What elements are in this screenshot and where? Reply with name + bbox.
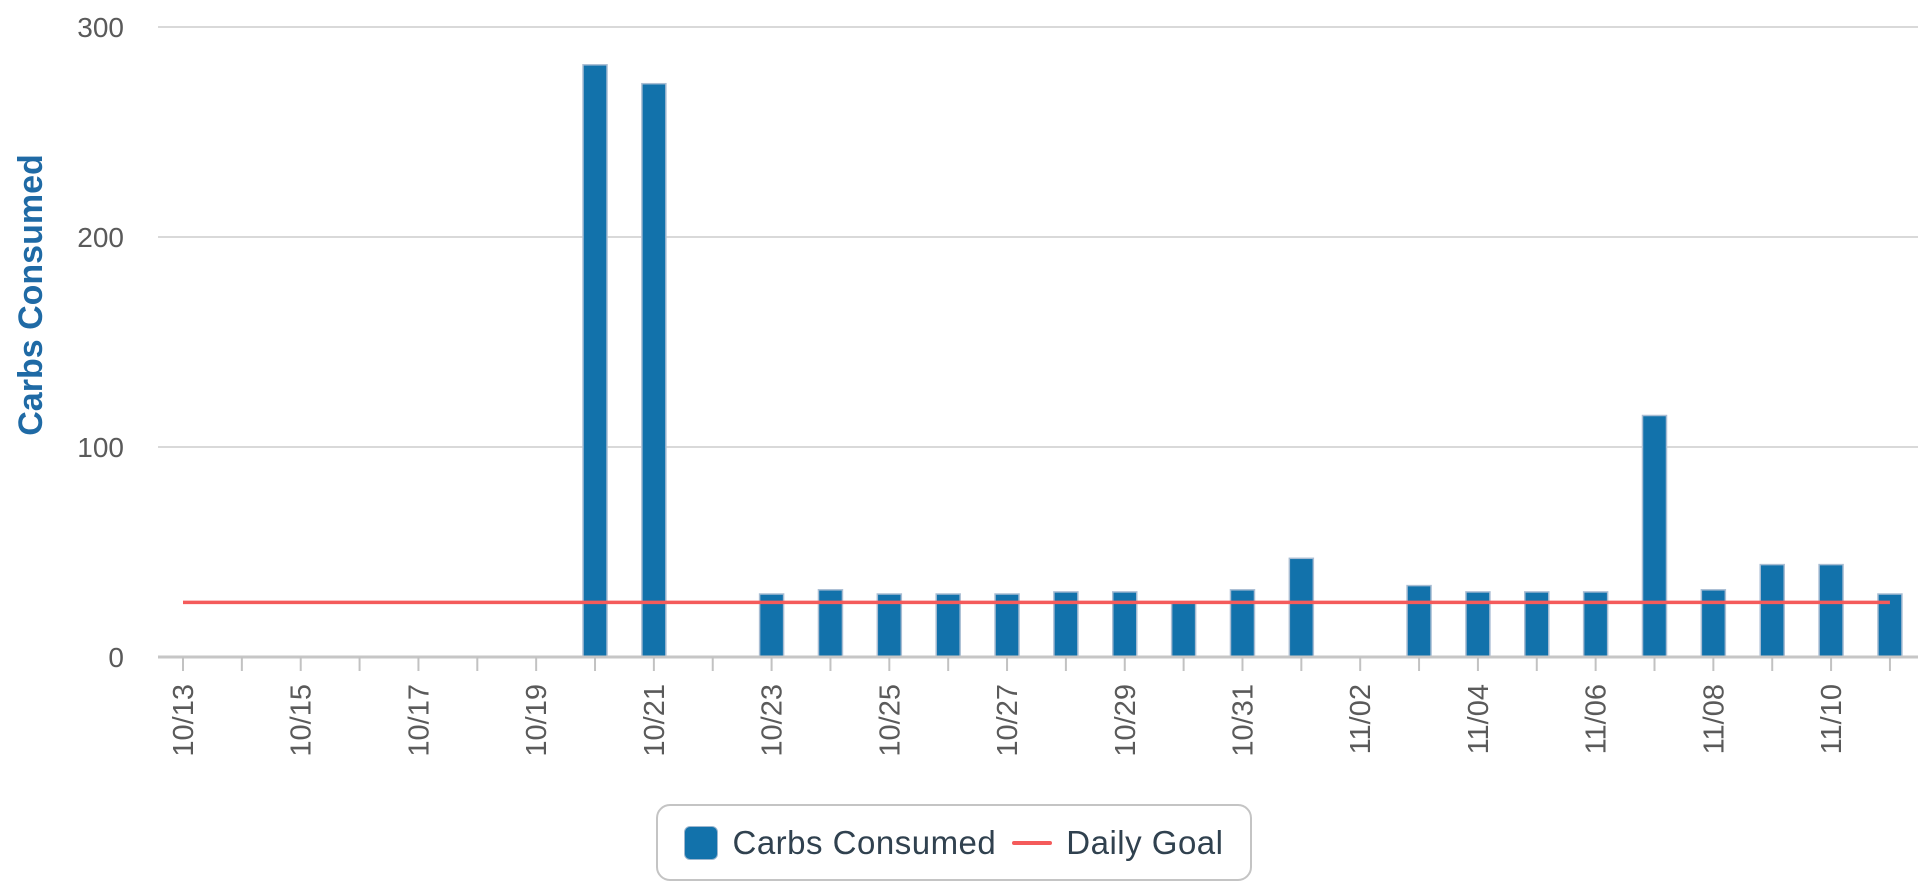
- x-tick-label-11/10: 11/10: [1816, 684, 1848, 754]
- y-tick-label-100: 100: [77, 432, 124, 463]
- y-tick-label-0: 0: [108, 642, 124, 673]
- x-tick-label-11/08: 11/08: [1698, 684, 1730, 754]
- x-tick-label-11/04: 11/04: [1463, 684, 1495, 754]
- daily-goal-dash-icon: [1012, 840, 1053, 845]
- legend: Carbs Consumed Daily Goal: [656, 804, 1252, 881]
- bar-11/08[interactable]: [1700, 589, 1727, 658]
- legend-label-carbs-consumed: Carbs Consumed: [732, 823, 997, 861]
- gridlines-layer: [158, 26, 1918, 448]
- x-tick-label-10/15: 10/15: [286, 684, 318, 757]
- bar-11/10[interactable]: [1818, 563, 1844, 658]
- carbs-consumed-swatch-icon: [684, 825, 719, 860]
- x-tick-label-10/27: 10/27: [992, 684, 1024, 757]
- bar-11/03[interactable]: [1406, 584, 1432, 658]
- x-tick-label-10/29: 10/29: [1110, 684, 1142, 757]
- y-tick-label-200: 200: [77, 222, 124, 253]
- y-tick-labels-layer: 0 100 200 300: [77, 12, 124, 673]
- bar-11/01[interactable]: [1288, 557, 1315, 658]
- x-tick-label-10/13: 10/13: [168, 684, 200, 757]
- x-tick-label-10/17: 10/17: [403, 684, 435, 757]
- bar-10/26[interactable]: [935, 593, 961, 658]
- bar-11/09[interactable]: [1759, 563, 1785, 658]
- bar-10/24[interactable]: [817, 589, 844, 658]
- bar-10/31[interactable]: [1229, 589, 1256, 658]
- bar-11/07[interactable]: [1641, 414, 1668, 658]
- y-axis-title: Carbs Consumed: [12, 154, 50, 436]
- bars-layer: [582, 64, 1903, 658]
- bar-11/11[interactable]: [1877, 593, 1903, 658]
- legend-item-daily-goal[interactable]: Daily Goal: [1012, 824, 1223, 862]
- x-tick-label-10/21: 10/21: [639, 684, 671, 757]
- x-tick-label-10/25: 10/25: [874, 684, 906, 757]
- bar-10/21[interactable]: [641, 82, 667, 658]
- x-tick-label-10/31: 10/31: [1227, 684, 1259, 757]
- x-tick-label-10/19: 10/19: [521, 684, 553, 757]
- y-tick-label-300: 300: [77, 12, 124, 43]
- bar-10/20[interactable]: [582, 64, 608, 658]
- legend-item-carbs-consumed[interactable]: Carbs Consumed: [684, 824, 996, 862]
- legend-label-daily-goal: Daily Goal: [1066, 823, 1224, 861]
- bar-10/25[interactable]: [876, 593, 903, 658]
- x-axis-layer: [158, 655, 1918, 671]
- bar-10/23[interactable]: [758, 593, 785, 658]
- x-tick-labels-layer: 10/13 10/15 10/17 10/19 10/21 10/23 10/25 10/27…: [168, 684, 1848, 757]
- bar-10/30[interactable]: [1170, 601, 1197, 658]
- x-tick-label-10/23: 10/23: [757, 684, 789, 757]
- x-tick-label-11/06: 11/06: [1581, 684, 1613, 754]
- x-tick-label-11/02: 11/02: [1345, 684, 1377, 754]
